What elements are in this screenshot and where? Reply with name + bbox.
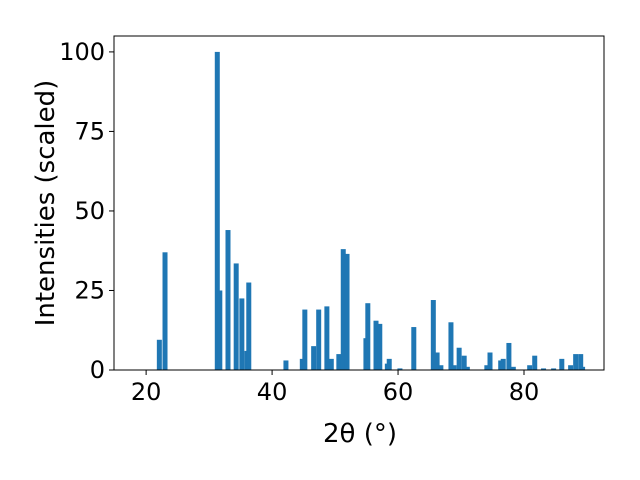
bar (461, 355, 467, 370)
bar (217, 290, 223, 370)
y-axis-label: Intensities (scaled) (31, 80, 61, 327)
bar (568, 365, 574, 370)
bar (573, 354, 579, 370)
bar (541, 368, 547, 370)
bar (316, 309, 322, 370)
bar (373, 320, 379, 370)
bar (487, 352, 493, 370)
bar (311, 346, 317, 370)
bar (578, 354, 584, 370)
bar (434, 352, 440, 370)
bar (377, 323, 383, 370)
bar (214, 51, 220, 371)
x-tick-label: 60 (383, 378, 414, 406)
bar (162, 252, 168, 370)
bar (225, 230, 231, 370)
bar (397, 368, 403, 370)
bar (456, 347, 462, 370)
bar (527, 365, 533, 370)
y-tick-label: 25 (74, 276, 105, 304)
y-tick-label: 75 (74, 117, 105, 145)
bar (336, 354, 342, 370)
bar (484, 365, 490, 370)
x-axis-label: 2θ (°) (323, 419, 397, 449)
plot-frame (113, 35, 605, 371)
bar (559, 358, 565, 370)
bar (302, 309, 308, 370)
bar (156, 339, 162, 370)
bar (580, 366, 586, 370)
bar (411, 327, 417, 370)
bar (498, 360, 504, 370)
y-tick-label: 100 (59, 38, 105, 66)
bar (386, 358, 392, 370)
bar (299, 358, 305, 370)
bar (464, 366, 470, 370)
bar (283, 360, 289, 370)
bar (233, 263, 239, 370)
bar (324, 306, 330, 370)
bar (510, 366, 516, 370)
bar (340, 249, 346, 370)
bar (344, 253, 350, 370)
bar (451, 365, 457, 370)
bar (500, 358, 506, 370)
y-tick-label: 0 (90, 356, 105, 384)
bar (365, 303, 371, 370)
bar (328, 358, 334, 370)
bar (438, 365, 444, 370)
bar (448, 322, 454, 370)
bar (532, 355, 538, 370)
x-tick-label: 20 (131, 378, 162, 406)
bar (551, 368, 557, 370)
x-tick-label: 40 (257, 378, 288, 406)
y-tick-label: 50 (74, 197, 105, 225)
bar (246, 282, 252, 370)
bar (239, 298, 245, 370)
bar (430, 300, 436, 370)
x-tick-label: 80 (509, 378, 540, 406)
bar (506, 342, 512, 370)
